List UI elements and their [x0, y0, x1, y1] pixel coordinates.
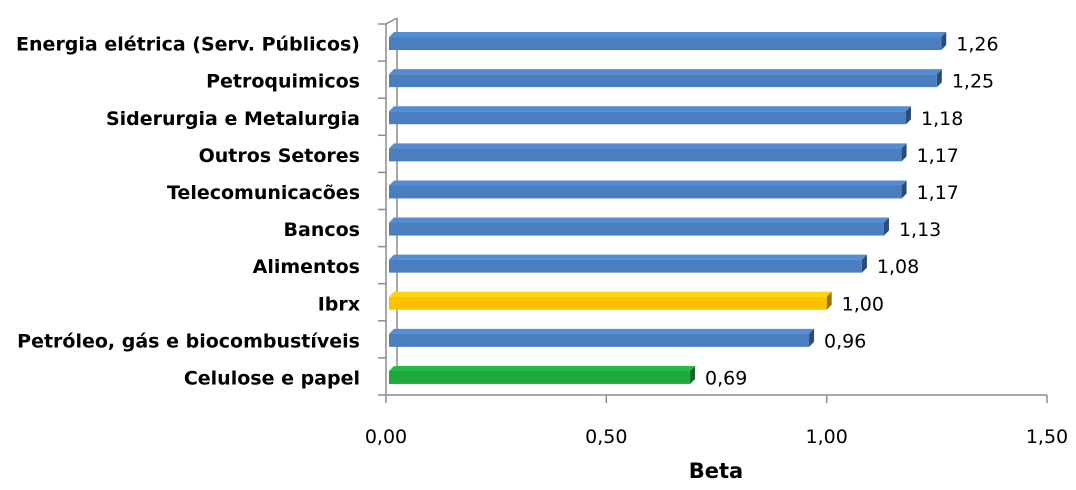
- bar-end-face: [905, 106, 911, 125]
- value-label: 1,13: [899, 219, 941, 241]
- category-label: Telecomunicacões: [167, 182, 360, 204]
- bar: [389, 143, 907, 162]
- bar: [389, 180, 907, 199]
- bar-top-face: [389, 106, 911, 112]
- y-axis-top-edge: [385, 17, 398, 25]
- bar-front-face: [389, 333, 810, 347]
- x-tick-label: 1,00: [806, 426, 848, 448]
- value-label: 1,17: [917, 145, 959, 167]
- category-label: Alimentos: [253, 256, 360, 278]
- bar-top-face: [389, 217, 889, 223]
- x-axis-title: Beta: [689, 459, 743, 483]
- bar-front-face: [389, 111, 906, 125]
- value-label: 0,69: [705, 367, 747, 389]
- bar: [389, 217, 889, 236]
- bar: [389, 69, 942, 88]
- category-label: Siderurgia e Metalurgia: [106, 108, 360, 130]
- value-labels: 1,26 1,25 1,18 1,17 1,17 1,13 1,08 1,00 0,96 0,69: [705, 34, 998, 390]
- x-tick-label: 1,50: [1026, 426, 1068, 448]
- bar: [389, 328, 815, 347]
- bar-front-face: [389, 370, 691, 384]
- category-label: Outros Setores: [199, 145, 360, 167]
- value-label: 1,17: [917, 182, 959, 204]
- bar-end-face: [901, 143, 907, 162]
- bar-end-face: [901, 180, 907, 199]
- bar-top-face: [389, 180, 907, 186]
- category-label: Energia elétrica (Serv. Públicos): [16, 34, 360, 56]
- bar-top-face: [389, 32, 947, 38]
- bars: [389, 32, 947, 384]
- x-tick-labels: 0,00 0,50 1,00 1,50: [365, 426, 1068, 448]
- bar-front-face: [389, 74, 937, 88]
- bar-front-face: [389, 296, 827, 310]
- bar-end-face: [941, 32, 947, 51]
- x-tick-label: 0,00: [365, 426, 407, 448]
- bar-top-face: [389, 143, 907, 149]
- bar-end-face: [690, 365, 696, 384]
- category-labels: Energia elétrica (Serv. Públicos) Petroqu…: [16, 34, 360, 390]
- bar-front-face: [389, 185, 902, 199]
- value-label: 0,96: [824, 330, 866, 352]
- category-label: Petroquimicos: [206, 71, 360, 93]
- bar-end-face: [861, 254, 867, 273]
- bar: [389, 365, 696, 384]
- bar-top-face: [389, 365, 696, 371]
- value-label: 1,08: [877, 256, 919, 278]
- value-label: 1,26: [956, 34, 998, 56]
- bar-top-face: [389, 328, 815, 334]
- value-label: 1,00: [842, 293, 884, 315]
- category-label: Celulose e papel: [184, 367, 360, 389]
- bar: [389, 254, 867, 273]
- bar-end-face: [826, 291, 832, 310]
- category-label: Bancos: [284, 219, 360, 241]
- bar-front-face: [389, 37, 942, 51]
- bar-end-face: [809, 328, 815, 347]
- value-label: 1,18: [921, 108, 963, 130]
- bar-front-face: [389, 259, 862, 273]
- bar-front-face: [389, 222, 884, 236]
- category-label: Ibrx: [318, 293, 360, 315]
- value-label: 1,25: [952, 71, 994, 93]
- bar-top-face: [389, 291, 832, 297]
- bar-top-face: [389, 254, 867, 260]
- category-label: Petróleo, gás e biocombustíveis: [17, 330, 360, 352]
- bar-top-face: [389, 69, 942, 75]
- bar-end-face: [936, 69, 942, 88]
- bar: [389, 291, 832, 310]
- bar-front-face: [389, 148, 902, 162]
- bar: [389, 32, 947, 51]
- bar-end-face: [883, 217, 889, 236]
- bar: [389, 106, 911, 125]
- x-tick-label: 0,50: [585, 426, 627, 448]
- axes: [378, 17, 1048, 403]
